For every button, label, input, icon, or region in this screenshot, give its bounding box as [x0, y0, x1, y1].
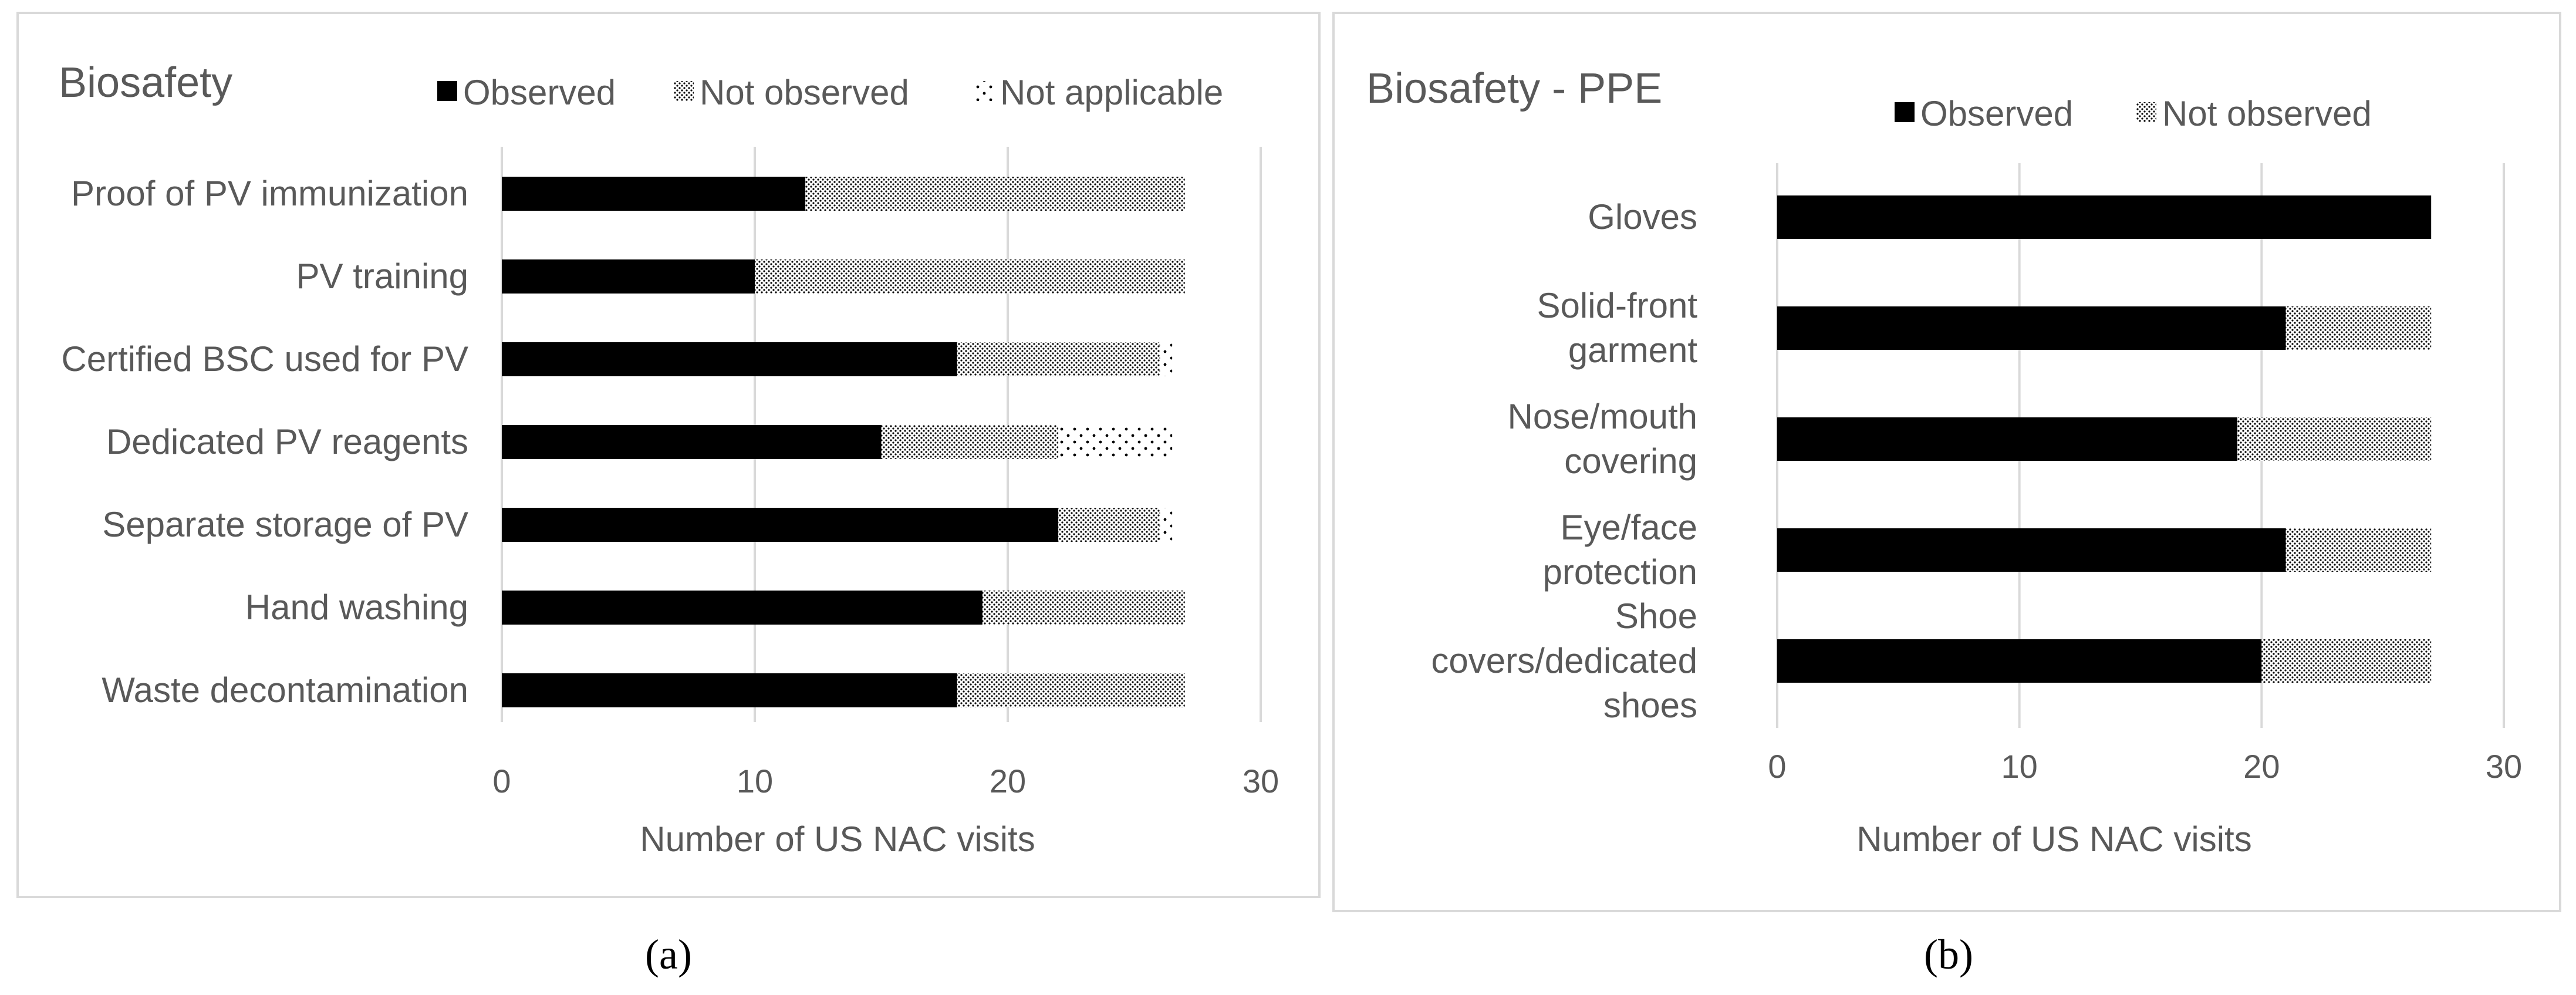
category-label: Certified BSC used for PV — [61, 339, 468, 379]
x-tick-label: 0 — [1768, 748, 1786, 785]
legend-swatch — [1895, 102, 1915, 122]
panel-b-legend: Observed Not observed — [1895, 94, 2372, 133]
x-tick-label: 20 — [990, 763, 1026, 800]
category-label: Hand washing — [245, 588, 468, 627]
category-label: Waste decontamination — [102, 670, 468, 710]
panel-a-bars — [502, 177, 1185, 707]
bar-solid — [502, 591, 983, 625]
bar-solid — [1777, 306, 2286, 350]
bar-solid — [1777, 528, 2286, 572]
panel-b-category-labels: Gloves Solid-front garment Nose/mouth coveri… — [1431, 197, 1697, 725]
x-tick-label: 10 — [737, 763, 773, 800]
legend-swatch — [974, 81, 994, 101]
bar-dense-dots — [881, 425, 1059, 459]
legend-label: Not applicable — [1000, 73, 1223, 112]
bar-sparse-dots — [1159, 342, 1173, 376]
panel-b-frame — [1332, 12, 2561, 912]
bar-solid — [1777, 195, 2432, 239]
panel-b-title: Biosafety - PPE — [1366, 65, 1662, 112]
bar-dense-dots — [957, 342, 1160, 376]
panel-b-tick-labels: 0 10 20 30 — [1768, 748, 2522, 785]
category-label: Eye/face protection — [1543, 508, 1698, 592]
bar-dense-dots — [982, 591, 1185, 625]
category-label: PV training — [296, 257, 469, 296]
category-label: Shoe covers/dedicated shoes — [1431, 596, 1697, 725]
x-tick-label: 30 — [2486, 748, 2522, 785]
bar-solid — [502, 259, 755, 294]
bar-solid — [502, 673, 957, 707]
x-tick-label: 30 — [1243, 763, 1279, 800]
panel-b-xlabel: Number of US NAC visits — [1856, 819, 2251, 859]
legend-swatch — [2136, 102, 2156, 122]
x-tick-label: 20 — [2243, 748, 2280, 785]
bar-dense-dots — [2237, 417, 2432, 461]
category-label: Nose/mouth covering — [1508, 397, 1698, 481]
bar-dense-dots — [755, 259, 1185, 294]
legend-label: Not observed — [2162, 94, 2372, 133]
category-label: Solid-front garment — [1537, 286, 1698, 370]
bar-solid — [502, 342, 957, 376]
panel-a-tick-labels: 0 10 20 30 — [492, 763, 1279, 800]
category-label: Gloves — [1588, 197, 1697, 237]
panel-a-caption: (a) — [645, 931, 692, 978]
legend-label: Observed — [463, 73, 616, 112]
bar-solid — [502, 508, 1059, 542]
legend-label: Observed — [1920, 94, 2073, 133]
bar-solid — [502, 177, 806, 211]
bar-sparse-dots — [1058, 425, 1173, 459]
bar-solid — [1777, 417, 2238, 461]
bar-sparse-dots — [1159, 508, 1173, 542]
category-label: Dedicated PV reagents — [106, 422, 468, 461]
panel-a-xlabel: Number of US NAC visits — [640, 819, 1035, 859]
bar-dense-dots — [2285, 306, 2432, 350]
legend-swatch — [437, 81, 457, 101]
panel-a-legend: Observed Not observed Not applicable — [437, 73, 1223, 112]
bar-solid — [1777, 639, 2262, 683]
bar-dense-dots — [957, 673, 1185, 707]
bar-dense-dots — [805, 177, 1185, 211]
category-label: Separate storage of PV — [102, 505, 468, 544]
bar-dense-dots — [2285, 528, 2432, 572]
bar-dense-dots — [2261, 639, 2432, 683]
panel-b-caption: (b) — [1924, 931, 1973, 978]
x-tick-label: 10 — [2001, 748, 2038, 785]
legend-label: Not observed — [700, 73, 909, 112]
x-tick-label: 0 — [492, 763, 511, 800]
panel-b-bars — [1777, 195, 2432, 683]
legend-swatch — [674, 81, 694, 101]
bar-solid — [502, 425, 882, 459]
bar-dense-dots — [1058, 508, 1160, 542]
panel-a-category-labels: Proof of PV immunization PV training Certi… — [61, 174, 468, 710]
category-label: Proof of PV immunization — [71, 174, 468, 213]
panel-a-title: Biosafety — [59, 59, 232, 106]
